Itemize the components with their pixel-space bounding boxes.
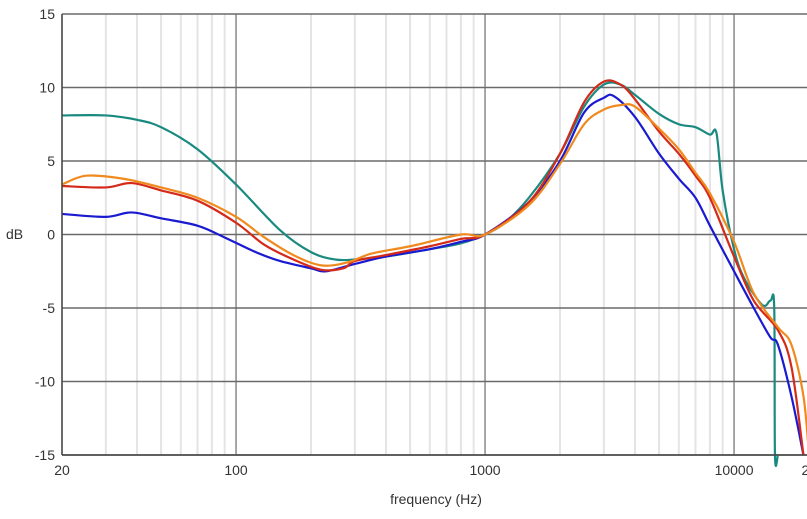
x-tick-label: 1000 — [469, 462, 500, 478]
series-line-red — [61, 79, 805, 456]
x-axis-label: frequency (Hz) — [390, 491, 482, 507]
x-tick-label: 20 — [54, 462, 70, 478]
grid — [61, 13, 807, 456]
y-tick-label: 5 — [47, 153, 55, 169]
x-tick-label: 20000 — [802, 462, 807, 478]
series-group — [61, 79, 807, 467]
y-tick-label: 10 — [39, 80, 55, 96]
y-tick-label: 0 — [47, 227, 55, 243]
series-line-blue — [61, 93, 805, 456]
y-axis-label: dB — [6, 226, 23, 242]
x-tick-label: 100 — [224, 462, 248, 478]
x-tick-label: 10000 — [715, 462, 754, 478]
y-tick-label: 15 — [39, 6, 55, 22]
y-tick-label: -5 — [43, 300, 56, 316]
series-line-orange — [61, 103, 807, 444]
y-tick-label: -15 — [35, 447, 55, 463]
y-tick-label: -10 — [35, 374, 55, 390]
